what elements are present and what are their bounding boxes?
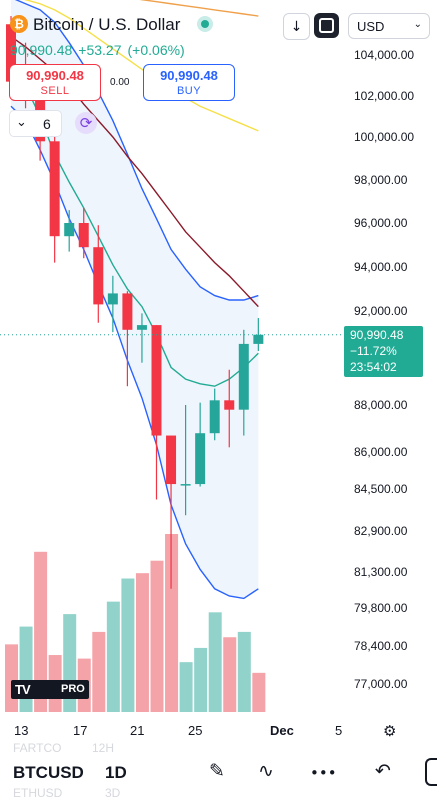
price-tick: 94,000.00 [354,260,408,274]
candle-body [238,343,249,410]
time-tick: 17 [73,723,88,738]
candle-body [122,293,133,330]
price-tick: 77,000.00 [354,677,408,691]
candle-body [224,400,235,410]
time-tick: 5 [335,723,343,738]
indicators-toggle[interactable]: ⌄ 6 [9,110,62,137]
download-button[interactable]: ↓ [283,13,310,40]
undo-icon[interactable]: ↶ [375,760,391,782]
candle-body [166,435,177,485]
candle-body [93,247,104,305]
price-tick: 104,000.00 [354,48,415,62]
volume-bar [121,578,135,712]
candle-body [6,24,16,82]
price-tick: 84,500.00 [354,482,408,496]
symbol-picker[interactable]: BTCUSD [13,763,84,782]
candle-body [64,223,75,237]
time-tick: 13 [14,723,29,738]
more-icon[interactable]: ••• [310,764,337,782]
ghost-symbol-below: ETHUSD [13,786,63,800]
overlay-line-ma_orange [139,0,259,17]
candle-body [209,400,220,434]
sell-button[interactable]: 90,990.48 SELL [9,64,101,101]
chevron-down-icon: ⌄ [413,19,422,30]
ghost-symbol-above: FARTCO [13,741,62,755]
volume-bar [194,647,208,712]
volume-bar [179,662,193,712]
volume-bar [135,573,149,712]
last-price-tag: 90,990.48 −11.72% 23:54:02 [344,326,423,377]
arrow-down-icon: ↓ [290,18,303,35]
quote-line: 90,990.48 +53.27 (+0.06%) [10,42,191,58]
tv-logo-mark: TV [15,682,31,697]
bitcoin-logo-icon: ₿ [10,15,28,33]
ghost-interval-above: 12H [92,741,115,755]
overlay-line-ma_yellow [24,0,259,132]
ghost-interval-below: 3D [105,786,121,800]
pro-badge: PRO [61,683,85,695]
volume-bar [92,631,106,712]
last-change: −11.72% [350,344,397,358]
price-tick: 81,300.00 [354,565,408,579]
current-price: 90,990.48 [10,42,73,58]
candle-body [78,223,89,248]
indicator-count: 6 [43,116,51,132]
candle-body [107,293,118,305]
interval-picker[interactable]: 1D [105,763,127,782]
sell-price: 90,990.48 [26,68,84,83]
candle-body [253,334,264,344]
buy-button[interactable]: 90,990.48 BUY [143,64,235,101]
currency-value: USD [357,19,385,34]
price-change-percent: (+0.06%) [127,42,185,58]
price-tick: 78,400.00 [354,639,408,653]
chevron-down-icon: ⌄ [16,115,27,130]
overlay-line-bollinger_upper [14,0,259,301]
volume-bar [19,626,33,712]
candle-body [49,141,60,237]
currency-select[interactable]: USD ⌄ [348,13,430,39]
candle-body [151,325,162,436]
settings-icon[interactable]: ⚙ [383,722,397,740]
price-tick: 92,000.00 [354,304,408,318]
sell-label: SELL [40,85,70,97]
time-tick: 21 [130,723,145,738]
spread-value: 0.00 [110,77,130,88]
price-tick: 79,800.00 [354,601,408,615]
volume-bar [165,534,179,712]
price-tick: 100,000.00 [354,130,415,144]
volume-bar [252,672,266,712]
price-tick: 102,000.00 [354,89,415,103]
time-tick: 25 [188,723,203,738]
price-tick: 82,900.00 [354,524,408,538]
bar-countdown: 23:54:02 [350,360,397,374]
buy-label: BUY [176,85,202,97]
buy-price: 90,990.48 [160,68,218,83]
volume-bar [106,601,120,712]
last-price: 90,990.48 [350,328,404,342]
price-tick: 98,000.00 [354,173,408,187]
price-tick: 96,000.00 [354,216,408,230]
price-change: +53.27 [78,42,122,58]
indicators-icon[interactable]: ∿ [258,760,274,782]
time-tick-month: Dec [270,723,294,738]
volume-bar [34,551,48,712]
tradingview-logo: TV PRO [11,680,89,699]
volume-bar [5,644,18,712]
price-tick: 88,000.00 [354,398,408,412]
market-open-icon [197,16,213,32]
fullscreen-button[interactable] [314,13,339,38]
refresh-icon[interactable]: ⟳ [75,112,97,134]
volume-bar [208,612,222,712]
pencil-icon[interactable]: ✎ [209,760,225,782]
candle-body [180,484,191,486]
panel-edge-icon[interactable] [425,758,437,786]
fullscreen-icon [319,18,334,33]
symbol-title[interactable]: Bitcoin / U.S. Dollar [33,15,181,34]
volume-bar [150,560,164,712]
candle-body [136,325,147,330]
volume-bar [237,631,251,712]
price-tick: 86,000.00 [354,445,408,459]
candle-body [195,433,206,485]
volume-bar [223,637,237,712]
